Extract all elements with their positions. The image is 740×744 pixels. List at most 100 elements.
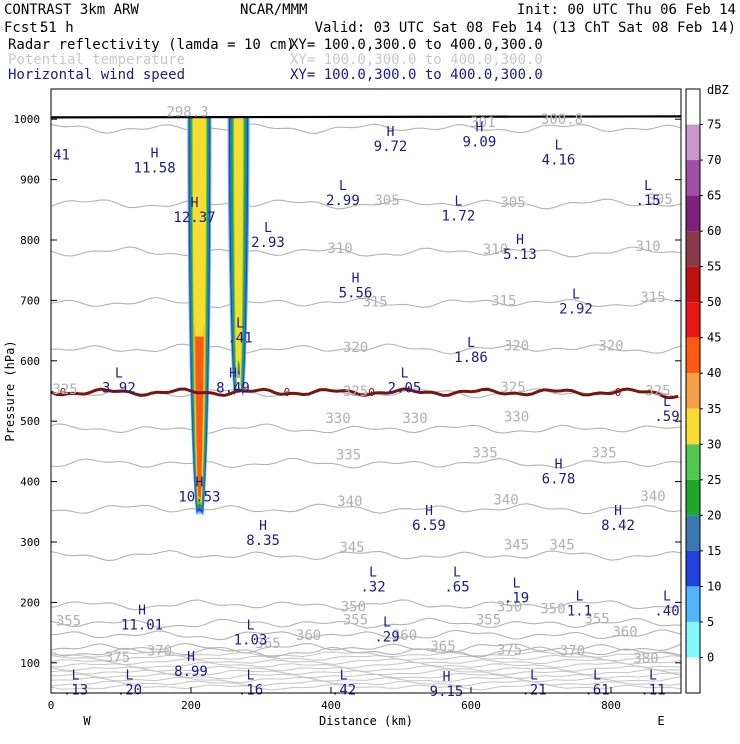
x-tick-label: 400 xyxy=(321,699,341,712)
wind-extremum-value: 9.72 xyxy=(374,139,408,155)
wind-extremum-value: 1.03 xyxy=(234,633,268,649)
wind-extremum: L2.93 xyxy=(251,221,285,251)
wind-extremum-value: 6.59 xyxy=(412,518,446,534)
fcst-value: 51 h xyxy=(40,20,74,36)
theta-label: 360 xyxy=(392,628,417,644)
colorbar-label: 20 xyxy=(707,508,721,522)
theta-label: 315 xyxy=(362,295,387,311)
theta-label: 375 xyxy=(497,643,522,659)
y-tick-label: 100 xyxy=(20,657,40,670)
theta-contour-350 xyxy=(50,599,682,611)
wind-extremum-value: 1.1 xyxy=(567,604,592,620)
theta-contour-370 xyxy=(50,646,682,658)
colorbar-label: 10 xyxy=(707,579,721,593)
theta-contour-355 xyxy=(50,617,682,629)
theta-label: 310 xyxy=(327,241,352,257)
freezing-level-label: 0 xyxy=(368,386,375,399)
y-tick-label: 800 xyxy=(20,234,40,247)
theta-label: 335 xyxy=(591,446,616,462)
wind-extremum: L2.92 xyxy=(559,288,593,318)
wind-extremum-type: H xyxy=(259,519,267,534)
wind-extremum-type: H xyxy=(516,233,524,248)
theta-label: 300.8 xyxy=(541,112,583,128)
colorbar-swatch xyxy=(686,89,700,125)
colorbar-label: 5 xyxy=(707,615,714,629)
plot-frame xyxy=(50,88,682,694)
wind-extremum: H8.35 xyxy=(246,519,280,549)
wind-extremum: L1.72 xyxy=(442,195,476,225)
theta-label: 340 xyxy=(640,489,665,505)
freezing-level: 0 0 0 0 xyxy=(50,386,679,399)
wind-extremum-value: 3.92 xyxy=(102,381,136,397)
theta-label: 360 xyxy=(612,624,637,640)
theta-label: 340 xyxy=(493,493,518,509)
upper-isentrope xyxy=(50,683,682,691)
colorbar-label: 60 xyxy=(707,224,721,238)
upper-isentrope xyxy=(50,654,682,662)
wind-extremum-value: 12.37 xyxy=(173,210,215,226)
colorbar-swatch xyxy=(686,586,700,622)
x-tick-label: 0 xyxy=(48,699,55,712)
colorbar-label: 70 xyxy=(707,153,721,167)
colorbar-swatch xyxy=(686,444,700,480)
colorbar-swatch xyxy=(686,302,700,338)
theta-label: 330 xyxy=(325,411,350,427)
wind-extremum: H9.72 xyxy=(374,125,408,155)
y-tick-label: 200 xyxy=(20,596,40,609)
colorbar-swatch xyxy=(686,195,700,232)
wind-extremum-type: H xyxy=(195,475,203,490)
colorbar-swatch xyxy=(686,266,700,303)
theta-contour-335 xyxy=(50,457,682,469)
wind-extremum: H8.99 xyxy=(174,650,208,680)
theta-label: 380 xyxy=(633,651,658,667)
wind-extremum-value: 8.42 xyxy=(601,518,635,534)
theta-label: 325 xyxy=(500,380,525,396)
figure-title: CONTRAST 3km ARW xyxy=(4,2,139,18)
field-name-wind: Horizontal wind speed xyxy=(8,67,185,83)
wind-extremum-type: L xyxy=(369,565,377,580)
theta-label: 375 xyxy=(105,650,130,666)
wind-extremum: H6.59 xyxy=(412,504,446,534)
theta-contour-365 xyxy=(50,642,682,654)
wind-extremum-value: 1.86 xyxy=(454,350,488,366)
colorbar-swatch xyxy=(686,621,700,658)
wind-extremum-value: 8.99 xyxy=(174,664,208,680)
y-tick-label: 700 xyxy=(20,294,40,307)
upper-isentrope xyxy=(50,676,682,684)
wind-extremum-type: L xyxy=(264,221,272,236)
colorbar-swatch xyxy=(686,373,700,409)
wind-extremum: H5.13 xyxy=(503,233,537,263)
wind-extremum: H9.15 xyxy=(430,670,464,700)
wind-extremum: H5.56 xyxy=(339,271,373,301)
wind-extremum: L.65 xyxy=(444,565,469,595)
colorbar-swatch xyxy=(686,408,700,445)
east-label: E xyxy=(657,714,664,728)
theta-label: 301 xyxy=(470,115,495,131)
wind-extremum-type: L xyxy=(401,367,409,382)
colorbar-label: 50 xyxy=(707,295,721,309)
theta-label: 340 xyxy=(337,494,362,510)
wind-extremum: L.11 xyxy=(640,669,665,699)
wind-extremum-value: 5.56 xyxy=(339,285,373,301)
wind-extremum: L.15 xyxy=(635,179,660,209)
upper-isentrope xyxy=(50,665,682,673)
colorbar-label: 65 xyxy=(707,189,721,203)
theta-contour-320 xyxy=(50,343,682,355)
wind-extremum-type: L xyxy=(236,317,244,332)
wind-extremum: 41 xyxy=(53,148,70,164)
wind-extremum-type: H xyxy=(555,457,563,472)
theta-label: 310 xyxy=(483,242,508,258)
wind-extremum-type: H xyxy=(475,120,483,135)
wind-extremum-value: 9.15 xyxy=(430,684,464,700)
wind-extremum-type: L xyxy=(454,195,462,210)
theta-label: 305 xyxy=(374,193,399,209)
x-axis-label: Distance (km) xyxy=(319,714,413,728)
theta-contour-315 xyxy=(50,296,682,309)
theta-label: 350 xyxy=(341,600,366,616)
colorbar-label: 15 xyxy=(707,544,721,558)
theta-contour-301 xyxy=(50,123,682,134)
